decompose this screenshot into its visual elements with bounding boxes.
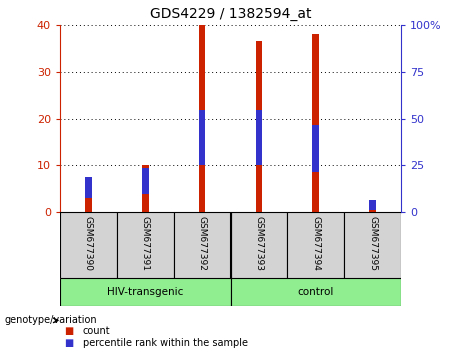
Bar bbox=[117, 212, 174, 278]
Bar bbox=[287, 212, 344, 278]
Bar bbox=[369, 201, 376, 212]
Bar bbox=[255, 41, 262, 212]
Bar bbox=[85, 177, 92, 198]
Text: ■: ■ bbox=[65, 326, 74, 336]
Text: percentile rank within the sample: percentile rank within the sample bbox=[83, 338, 248, 348]
Text: count: count bbox=[83, 326, 111, 336]
Text: ■: ■ bbox=[65, 338, 74, 348]
Bar bbox=[142, 168, 148, 194]
Bar bbox=[199, 110, 206, 165]
Bar bbox=[142, 165, 148, 212]
Text: GSM677394: GSM677394 bbox=[311, 216, 320, 271]
Bar bbox=[344, 212, 401, 278]
Bar bbox=[85, 177, 92, 212]
Text: control: control bbox=[298, 287, 334, 297]
Bar bbox=[174, 212, 230, 278]
Text: GSM677390: GSM677390 bbox=[84, 216, 93, 271]
Text: GSM677392: GSM677392 bbox=[198, 216, 207, 271]
Text: GSM677391: GSM677391 bbox=[141, 216, 150, 271]
Bar bbox=[255, 110, 262, 165]
Text: genotype/variation: genotype/variation bbox=[5, 315, 97, 325]
Bar bbox=[199, 25, 206, 212]
Text: HIV-transgenic: HIV-transgenic bbox=[107, 287, 183, 297]
Bar bbox=[60, 278, 230, 306]
Bar bbox=[60, 212, 117, 278]
Text: GSM677393: GSM677393 bbox=[254, 216, 263, 271]
Text: GSM677395: GSM677395 bbox=[368, 216, 377, 271]
Bar bbox=[313, 125, 319, 172]
Title: GDS4229 / 1382594_at: GDS4229 / 1382594_at bbox=[150, 7, 311, 21]
Bar bbox=[230, 278, 401, 306]
Bar bbox=[313, 34, 319, 212]
Bar bbox=[369, 200, 376, 210]
Bar bbox=[230, 212, 287, 278]
